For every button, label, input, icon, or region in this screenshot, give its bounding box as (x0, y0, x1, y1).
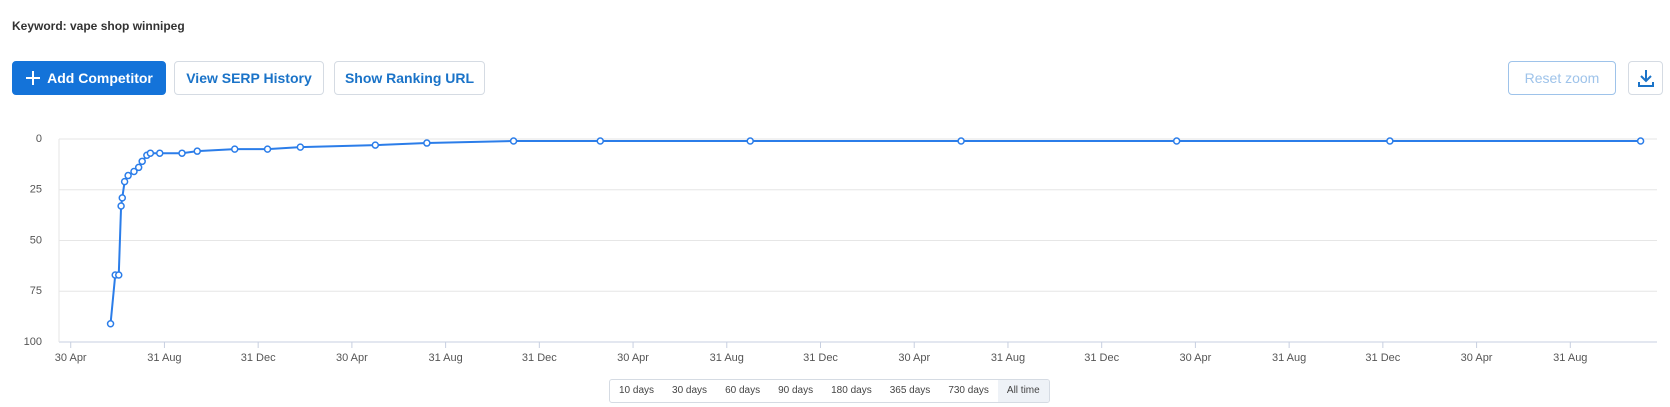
x-tick-label: 31 Aug (710, 352, 744, 364)
ranking-point (138, 157, 146, 166)
x-tick-label: 30 Apr (617, 352, 649, 364)
y-tick-label: 0 (36, 133, 42, 145)
download-button[interactable] (1628, 61, 1663, 95)
x-tick-label: 30 Apr (898, 352, 930, 364)
ranking-point (117, 202, 125, 210)
ranking-point (746, 137, 754, 145)
x-tick-label: 31 Aug (991, 352, 1025, 364)
ranking-url-button[interactable]: Show Ranking URL (334, 61, 485, 95)
range-option[interactable]: All time (997, 380, 1049, 402)
add-competitor-button[interactable]: Add Competitor (12, 61, 166, 95)
x-tick-label: 30 Apr (1180, 352, 1212, 364)
range-option[interactable]: 180 days (831, 385, 872, 396)
ranking-point (957, 137, 965, 145)
ranking-point (1636, 137, 1645, 145)
reset-zoom-button[interactable]: Reset zoom (1508, 61, 1616, 95)
ranking-point (114, 271, 123, 279)
ranking-point (509, 137, 518, 145)
ranking-point (146, 149, 155, 157)
ranking-point (156, 149, 164, 157)
keyword: Keyword: vape shop winnipeg (12, 19, 185, 33)
ranking-point (130, 167, 138, 176)
ranking-line (109, 140, 1641, 324)
ranking-point (596, 137, 605, 145)
ranking-point (371, 141, 380, 149)
chart: 0 25 50 75 100 30 Apr 31 Aug 31 Dec 30 Apr 31 Aug… (24, 133, 1657, 364)
plus-icon (26, 71, 41, 85)
x-tick-label: 31 Aug (1272, 352, 1306, 364)
range-option[interactable]: 365 days (889, 385, 931, 396)
y-tick-label: 50 (30, 234, 42, 246)
ranking-point (230, 145, 239, 153)
download-icon (1637, 70, 1654, 87)
x-tick-label: 31 Aug (1553, 352, 1587, 364)
x-tick-label: 31 Aug (428, 352, 462, 364)
ranking-point (106, 319, 115, 328)
y-tick-label: 100 (24, 336, 42, 348)
serp-history-button[interactable]: View SERP History (174, 61, 324, 95)
ranking-point (423, 139, 431, 147)
range-selector: 10 days 30 days 60 days 90 days 180 days 365 … (609, 379, 1050, 403)
range-option[interactable]: 60 days (725, 385, 761, 396)
x-tick-label: 30 Apr (55, 352, 87, 364)
x-tick-label: 31 Dec (1084, 352, 1119, 364)
x-tick-label: 31 Dec (522, 352, 557, 364)
range-option[interactable]: 90 days (778, 385, 814, 396)
button-label: Add Competitor (47, 70, 153, 86)
x-tick-label: 31 Dec (241, 352, 276, 364)
range-option[interactable]: 30 days (672, 385, 708, 396)
range-option[interactable]: 730 days (948, 385, 989, 396)
x-tick-label: 31 Dec (1365, 352, 1400, 364)
x-tick-label: 30 Apr (336, 352, 368, 364)
ranking-point (124, 171, 132, 180)
ranking-point (134, 163, 143, 172)
ranking-point (296, 143, 305, 151)
ranking-point (1386, 137, 1394, 145)
ranking-point (118, 194, 127, 202)
x-tick-label: 31 Aug (147, 352, 181, 364)
ranking-point (263, 145, 272, 153)
ranking-point (178, 149, 186, 157)
y-tick-label: 25 (30, 184, 42, 196)
ranking-point (1172, 137, 1181, 145)
x-tick-label: 31 Dec (803, 352, 838, 364)
y-tick-label: 75 (30, 285, 42, 297)
x-tick-label: 30 Apr (1461, 352, 1493, 364)
range-option[interactable]: 10 days (619, 385, 655, 396)
ranking-point (120, 177, 129, 186)
ranking-point (193, 147, 201, 155)
